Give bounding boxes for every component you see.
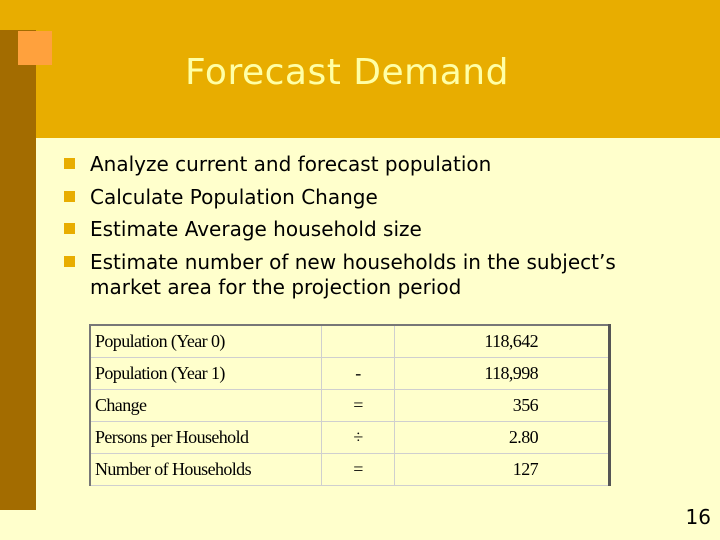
table-row: Change = 356 — [89, 389, 611, 422]
table-row: Population (Year 1) - 118,998 — [89, 357, 611, 390]
bullet-item: Analyze current and forecast population — [64, 152, 684, 177]
row-value: 118,642 — [394, 324, 611, 358]
table-row: Persons per Household ÷ 2.80 — [89, 421, 611, 454]
row-value: 356 — [394, 389, 611, 422]
row-operator — [321, 324, 395, 358]
row-operator: = — [321, 453, 395, 486]
row-label: Population (Year 1) — [89, 357, 322, 390]
row-label: Change — [89, 389, 322, 422]
accent-square — [18, 31, 52, 65]
row-label: Population (Year 0) — [89, 324, 322, 358]
page-number: 16 — [685, 505, 711, 529]
bullet-text: Estimate number of new households in the… — [90, 249, 616, 299]
household-forecast-table: Population (Year 0) 118,642 Population (… — [89, 324, 611, 486]
row-operator: ÷ — [321, 421, 395, 454]
bullet-item: Calculate Population Change — [64, 185, 684, 210]
bullet-item: Estimate number of new households in the… — [64, 250, 684, 300]
table-row: Population (Year 0) 118,642 — [89, 324, 611, 358]
header-corner — [0, 0, 36, 30]
square-bullet-icon — [64, 255, 75, 267]
square-bullet-icon — [64, 190, 75, 202]
slide-title: Forecast Demand — [185, 52, 509, 93]
row-value: 127 — [394, 453, 611, 486]
row-operator: = — [321, 389, 395, 422]
square-bullet-icon — [64, 223, 75, 234]
row-operator: - — [321, 357, 395, 390]
bullet-item: Estimate Average household size — [64, 217, 684, 242]
bullet-text: Analyze current and forecast population — [90, 152, 492, 176]
bullet-list: Analyze current and forecast population … — [64, 152, 684, 307]
bullet-text: Calculate Population Change — [90, 184, 378, 209]
left-decorative-bar — [0, 30, 36, 510]
row-label: Persons per Household — [89, 421, 322, 454]
row-label: Number of Households — [89, 453, 322, 486]
title-banner — [36, 0, 720, 138]
bullet-text: Estimate Average household size — [90, 217, 422, 241]
table-row: Number of Households = 127 — [89, 453, 611, 486]
row-value: 118,998 — [394, 357, 611, 390]
square-bullet-icon — [64, 158, 75, 169]
row-value: 2.80 — [394, 421, 611, 454]
